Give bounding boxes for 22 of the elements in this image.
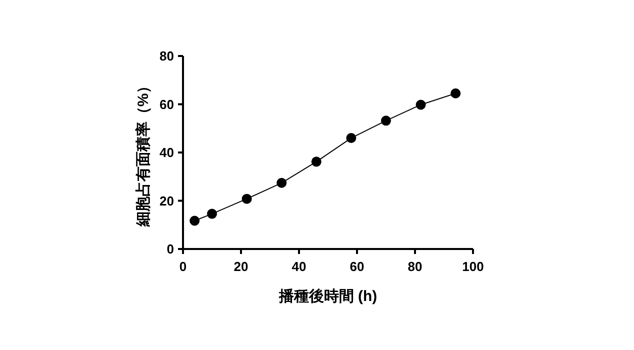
y-axis-title: 細胞占有面積率（%） — [134, 78, 152, 228]
x-tick-label: 60 — [350, 259, 364, 274]
point — [416, 100, 426, 110]
point — [311, 156, 322, 167]
y-tick-label: 60 — [160, 96, 174, 112]
point — [450, 88, 461, 98]
y-tick-label: 0 — [166, 242, 174, 256]
point — [381, 116, 391, 126]
point — [242, 194, 252, 204]
point — [190, 216, 200, 226]
point — [207, 208, 217, 219]
x-tick-label: 100 — [462, 259, 484, 274]
point — [276, 178, 287, 188]
point — [346, 133, 356, 144]
y-tick-label: 20 — [160, 193, 174, 208]
y-tick-label: 80 — [160, 48, 174, 64]
x-tick-label: 80 — [408, 259, 422, 274]
x-axis-title: 播種後時間 (h) — [278, 288, 378, 305]
x-tick-label: 20 — [234, 259, 248, 274]
x-tick-label: 40 — [292, 259, 306, 274]
x-tick-label: 0 — [179, 259, 187, 274]
y-tick-label: 40 — [160, 145, 174, 160]
